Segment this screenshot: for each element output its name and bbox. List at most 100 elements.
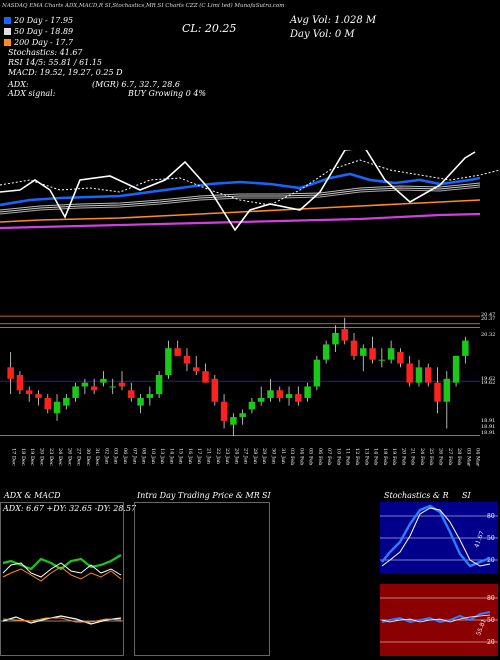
ema50-band-2 [0,184,481,213]
rsi-white-line [381,614,491,623]
date-label: 05 Feb [308,448,314,465]
candle-body [183,355,191,364]
candle-body [350,340,358,356]
candle-body [276,390,284,398]
adx-orange-line [2,566,122,582]
rsi-svg: 80 50 20 55.81 [380,595,498,646]
date-label: 08 Jan [141,448,147,465]
price-level-label: 18.91 [481,424,495,430]
candle-body [16,375,24,391]
rsi-blue-line [381,611,491,624]
intraday-panel-title: Intra Day Trading Price & MR [137,491,260,500]
date-label: 28 Feb [456,448,462,465]
candle-body [44,397,52,410]
rsi-readout: RSI 14/5: 55.81 / 61.15 [8,58,102,67]
date-label: 26 Feb [438,448,444,465]
candle-body [341,329,348,341]
candle-body [137,397,144,406]
date-label: 23 Jan [224,448,230,465]
close-label: CL: 20.25 [182,22,237,35]
rsi-tick-80: 80 [487,595,495,602]
candle-body [462,340,469,356]
date-label: 04 Mar [475,448,481,467]
date-label: 25 Feb [428,448,434,465]
price-line [0,150,476,232]
stoch-white-line [381,507,491,567]
date-label: 17 Dec [11,448,17,466]
date-label: 07 Feb [326,448,332,465]
adx-green-line [2,554,122,571]
candle-body [397,352,404,364]
ema50-line-orange [0,199,481,223]
macd-orange-line [2,617,122,623]
ema50-band-1 [0,182,481,211]
date-label: 31 Jan [280,448,286,465]
date-label: 14 Jan [168,448,174,465]
candle-body [90,386,98,391]
candle-body [7,367,14,379]
date-label: 19 Feb [391,448,397,465]
date-label: 24 Jan [233,448,239,465]
candle-body [406,363,413,383]
price-level-label: 20.47 [481,312,495,318]
candlestick-chart: 20.4720.3720.3219.6219.6218.9118.9118.91… [0,312,495,467]
stochastics-svg: 80 50 20 41.67 [380,504,498,568]
candle-body [53,401,61,414]
adx-macd-svg [1,554,123,625]
stochastics-readout: Stochastics: 41.67 [8,48,83,57]
candle-body [304,386,311,398]
rsi-panel: 80 50 20 55.81 [380,584,498,656]
candle-body [387,348,395,360]
candle-body [155,375,163,395]
stoch-tick-80: 80 [487,513,495,520]
price-level-label: 20.32 [481,332,495,338]
ema200-line [0,212,481,230]
rsi-tick-50: 50 [487,617,495,624]
candle-body [239,413,246,418]
date-label: 20 Dec [38,448,44,466]
price-level-label: 19.62 [481,380,495,386]
candles-group [7,317,469,437]
adx-signal-text: BUY Growing 0 4% [128,89,207,98]
candle-body [25,390,33,395]
candle-body [174,348,181,356]
date-label: 28 Jan [252,448,258,465]
price-level-label: 19.62 [481,376,495,382]
top-info-line: NASDAQ EMA Charts ADX,MACD,R SI,Stochast… [2,3,285,9]
date-label: 22 Jan [215,448,221,465]
date-label: 26 Dec [66,448,72,466]
date-label: 31 Dec [94,448,100,466]
adx-panel-title: ADX & MACD [4,491,61,500]
candle-body [369,348,376,360]
candle-body [109,386,116,388]
date-label: 03 Mar [465,448,471,467]
candle-body [118,382,126,387]
candle-body [72,386,79,398]
adx-panel: ADX: 6.67 +DY: 32.65 -DY: 28.57 [0,502,136,656]
candle-body [146,394,154,398]
price-level-label: 20.37 [481,316,495,322]
candle-body [415,367,423,383]
candle-body [443,378,451,402]
candle-body [267,390,274,398]
date-label: 04 Feb [298,448,304,465]
candle-body [248,401,256,410]
rsi-value: 55.81 [475,618,487,637]
adx-signal-label: ADX signal: [8,89,56,98]
candle-body [332,332,339,345]
candle-body [100,378,107,383]
price-level-label: 18.91 [481,418,495,424]
date-label: 14 Feb [373,448,379,465]
stoch-value: 41.67 [473,530,486,549]
ema20-legend: 20 Day - 17.95 [4,16,73,25]
adx-white-line [2,562,122,578]
ema20-line [0,172,481,207]
stoch-panel-title: Stochastics & R [384,491,449,500]
intraday-panel [134,502,270,656]
price-level-lines [0,315,480,436]
date-labels: 17 Dec 18 Dec 19 Dec 20 Dec 23 Dec 24 Dec 26 D… [11,448,481,467]
intraday-panel-title-right: SI [262,491,271,500]
date-label: 07 Jan [131,448,137,465]
date-label: 30 Jan [270,448,276,465]
ema50-band-3 [0,186,481,215]
